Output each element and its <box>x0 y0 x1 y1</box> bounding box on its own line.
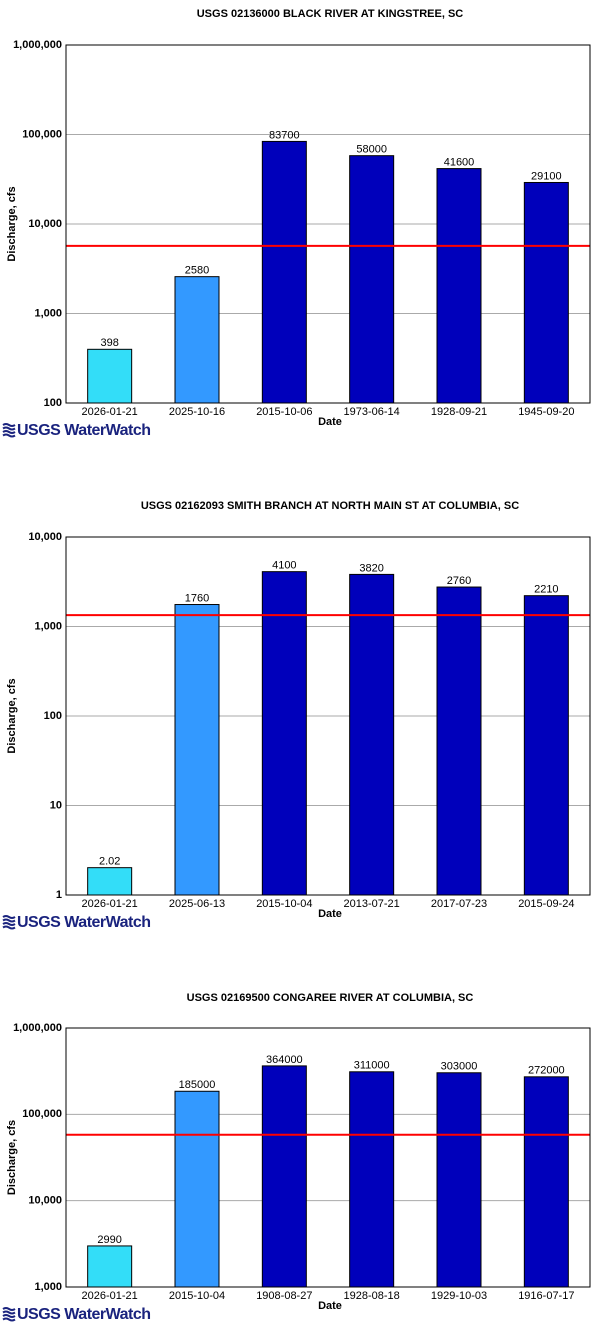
value-label: 2990 <box>97 1234 121 1246</box>
y-tick-label: 100,000 <box>22 1108 62 1120</box>
plot-frame <box>65 536 591 896</box>
y-tick-label: 1,000 <box>34 620 62 632</box>
x-tick-label: 2026-01-21 <box>82 1290 138 1302</box>
value-label: 41600 <box>444 156 475 168</box>
x-axis-label: Date <box>318 908 342 920</box>
bar <box>174 604 220 896</box>
x-tick-label: 1916-07-17 <box>518 1290 574 1302</box>
bar <box>436 586 482 896</box>
logo-wave <box>2 423 16 427</box>
logo-wave <box>2 915 16 919</box>
logo-wave <box>2 1317 16 1322</box>
value-label: 2210 <box>534 584 558 596</box>
x-tick-label: 2015-10-04 <box>256 898 312 910</box>
logo-wave <box>2 426 16 431</box>
value-label: 4100 <box>272 560 296 572</box>
x-tick-label: 2017-07-23 <box>431 898 487 910</box>
value-label: 398 <box>100 337 118 349</box>
x-tick-label: 2015-10-06 <box>256 406 312 418</box>
x-tick-label: 1928-08-18 <box>344 1290 400 1302</box>
x-tick-label: 2013-07-21 <box>344 898 400 910</box>
x-tick-label: 1945-09-20 <box>518 406 574 418</box>
value-label: 2760 <box>447 575 471 587</box>
y-tick-label: 10,000 <box>28 218 62 230</box>
y-tick-label: 1,000,000 <box>13 39 62 51</box>
y-tick-label: 1 <box>56 889 62 901</box>
logo-wave <box>2 430 16 434</box>
value-label: 58000 <box>356 144 387 156</box>
x-axis-label: Date <box>318 1300 342 1312</box>
x-tick-label: 2025-10-16 <box>169 406 225 418</box>
y-axis-label: Discharge, cfs <box>6 678 18 753</box>
x-tick-label: 2026-01-21 <box>82 406 138 418</box>
bar <box>174 276 220 404</box>
bar <box>87 1245 133 1288</box>
value-label: 2.02 <box>99 856 120 868</box>
logo: USGS WaterWatch <box>17 914 151 931</box>
y-tick-label: 100 <box>44 397 62 409</box>
value-label: 3820 <box>359 562 383 574</box>
logo-wave <box>2 925 16 930</box>
value-label: 311000 <box>354 1060 390 1072</box>
y-axis-label: Discharge, cfs <box>6 1120 18 1195</box>
y-tick-label: 100 <box>44 710 62 722</box>
y-tick-label: 1,000,000 <box>13 1022 62 1034</box>
logo-wave <box>2 918 16 923</box>
y-tick-label: 10 <box>50 799 62 811</box>
bar <box>87 867 133 896</box>
y-tick-label: 1,000 <box>34 1281 62 1293</box>
bar <box>349 573 395 896</box>
y-axis-label: Discharge, cfs <box>6 186 18 261</box>
chart-title: USGS 02162093 SMITH BRANCH AT NORTH MAIN… <box>141 500 519 512</box>
bar <box>436 1072 482 1288</box>
logo-wave <box>2 433 16 438</box>
logo-wave <box>2 1314 16 1318</box>
logo-wave <box>2 1310 16 1315</box>
y-tick-label: 10,000 <box>28 531 62 543</box>
x-tick-label: 1908-08-27 <box>256 1290 312 1302</box>
x-tick-label: 2015-09-24 <box>518 898 574 910</box>
x-tick-label: 1973-06-14 <box>344 406 400 418</box>
logo: USGS WaterWatch <box>17 422 151 439</box>
value-label: 83700 <box>269 129 300 141</box>
value-label: 29100 <box>531 170 562 182</box>
x-tick-label: 1928-09-21 <box>431 406 487 418</box>
plot-frame <box>65 44 591 404</box>
logo-wave <box>2 922 16 926</box>
value-label: 303000 <box>441 1061 478 1073</box>
bar <box>261 140 307 404</box>
value-label: 364000 <box>266 1054 303 1066</box>
chart-title: USGS 02169500 CONGAREE RIVER AT COLUMBIA… <box>187 992 474 1004</box>
x-tick-label: 1929-10-03 <box>431 1290 487 1302</box>
bar <box>436 168 482 404</box>
bar <box>261 1065 307 1288</box>
x-axis-label: Date <box>318 416 342 428</box>
x-tick-label: 2026-01-21 <box>82 898 138 910</box>
plot-frame <box>65 1027 591 1288</box>
x-tick-label: 2025-06-13 <box>169 898 225 910</box>
chart-title: USGS 02136000 BLACK RIVER AT KINGSTREE, … <box>197 8 464 20</box>
value-label: 185000 <box>179 1079 216 1091</box>
y-tick-label: 100,000 <box>22 128 62 140</box>
bar <box>87 348 133 404</box>
value-label: 2580 <box>185 265 209 277</box>
y-tick-label: 10,000 <box>28 1195 62 1207</box>
logo: USGS WaterWatch <box>17 1306 151 1323</box>
bar <box>523 181 569 404</box>
y-tick-label: 1,000 <box>34 307 62 319</box>
value-label: 272000 <box>528 1065 565 1077</box>
bar <box>174 1090 220 1288</box>
bar <box>261 571 307 896</box>
bar <box>349 1071 395 1288</box>
bar <box>349 155 395 404</box>
value-label: 1760 <box>185 592 209 604</box>
logo-wave <box>2 1307 16 1311</box>
bar <box>523 595 569 896</box>
bar <box>523 1076 569 1288</box>
x-tick-label: 2015-10-04 <box>169 1290 225 1302</box>
